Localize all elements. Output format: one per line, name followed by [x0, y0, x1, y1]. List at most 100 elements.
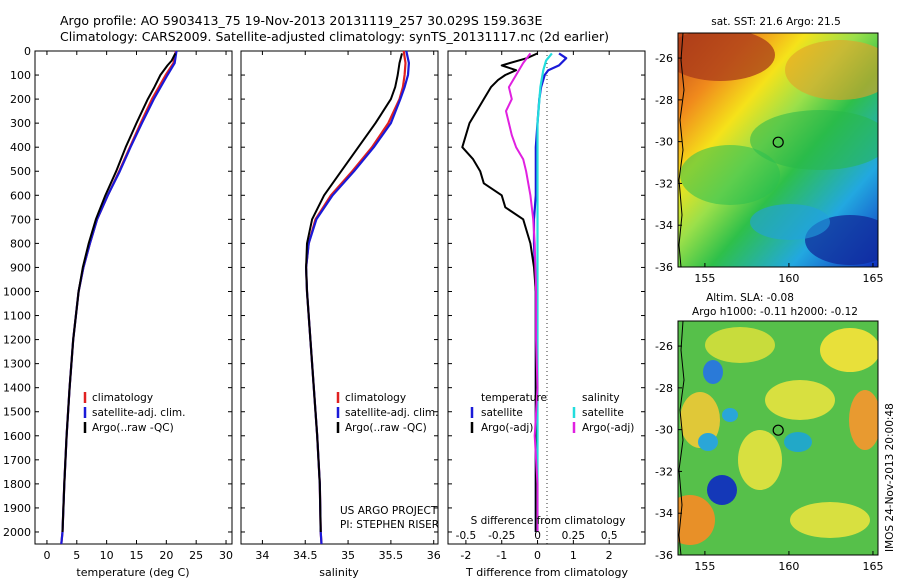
s-difference-scale: -0.5 -0.25 0 0.25 0.5 [456, 530, 618, 542]
legend-label-climatology: climatology [345, 392, 406, 404]
sst-warm-patch [678, 33, 775, 81]
imos-credit: IMOS 24-Nov-2013 20:00:48 [884, 403, 896, 552]
lat-tick-label: -36 [655, 549, 673, 562]
temperature-panel: 0100200300400500600700800900100011001200… [3, 45, 233, 579]
s-difference-label: S difference from climatology [471, 515, 626, 527]
y-tick-label: 1000 [3, 285, 31, 298]
legend-title-salinity: salinity [582, 392, 620, 404]
lon-tick-label: 155 [694, 272, 715, 285]
legend-label-satellite: satellite-adj. clim. [345, 407, 438, 419]
y-tick-label: 0 [24, 45, 31, 58]
series-line-argo-raw-qc [305, 53, 403, 533]
legend-title-temperature: temperature [481, 392, 547, 404]
s-tick-label: 0.25 [562, 530, 585, 542]
y-tick-label: 900 [10, 261, 31, 274]
y-tick-label: 400 [10, 141, 31, 154]
sla-lat-axis: -26 -28 -30 -32 -34 -36 [655, 340, 682, 562]
lon-tick-label: 165 [862, 272, 883, 285]
pi-label: PI: STEPHEN RISER [340, 519, 439, 531]
series-line-s-argo-adj [505, 52, 539, 532]
y-tick-label: 1700 [3, 454, 31, 467]
lat-tick-label: -34 [655, 507, 673, 520]
difference-legend: temperature satellite Argo(-adj) salinit… [470, 392, 634, 434]
header-line-2: Climatology: CARS2009. Satellite-adjuste… [60, 29, 609, 44]
salinity-y-ticks [241, 50, 438, 533]
lon-tick-label: 165 [862, 560, 883, 573]
x-tick-label: 0 [43, 549, 50, 562]
y-tick-label: 100 [10, 69, 31, 82]
y-tick-label: 700 [10, 213, 31, 226]
x-tick-label: 35 [341, 549, 355, 562]
lat-tick-label: -26 [655, 52, 673, 65]
legend-label-argo: Argo(..raw -QC) [92, 422, 174, 434]
y-tick-label: 1300 [3, 358, 31, 371]
sla-low-patch [698, 433, 718, 451]
sst-warm-patch [785, 40, 878, 100]
legend-label-t-satellite: satellite [481, 407, 523, 419]
lon-tick-label: 160 [778, 272, 799, 285]
sst-float-marker [772, 136, 784, 148]
lon-tick-label: 155 [694, 560, 715, 573]
sla-coastline [678, 321, 685, 555]
sla-high-patch [738, 430, 782, 490]
series-line-s-satellite [536, 52, 553, 532]
x-tick-label: 2 [606, 549, 613, 562]
sla-high-patch [849, 390, 878, 450]
legend-label-satellite: satellite-adj. clim. [92, 407, 185, 419]
x-tick-label: 5 [73, 549, 80, 562]
y-tick-label: 200 [10, 93, 31, 106]
sla-lon-axis: 155 160 165 [694, 551, 883, 573]
legend-label-t-argo: Argo(-adj) [481, 422, 533, 434]
sst-map: sat. SST: 21.6 Argo: 21.5 -26 -28 -30 -32 -3… [655, 16, 883, 285]
sla-high-patch [820, 328, 878, 372]
salinity-x-axis: 34 34.5 35 35.5 36 [255, 51, 441, 562]
x-tick-label: 25 [189, 549, 203, 562]
sla-low-patch [707, 475, 737, 505]
x-tick-label: -2 [460, 549, 471, 562]
legend-label-argo: Argo(..raw -QC) [345, 422, 427, 434]
sla-high-patch [705, 327, 775, 363]
y-tick-label: 500 [10, 165, 31, 178]
y-tick-label: 2000 [3, 526, 31, 539]
x-tick-label: 1 [570, 549, 577, 562]
y-tick-label: 1800 [3, 478, 31, 491]
sla-low-patch [703, 360, 723, 384]
sst-map-title: sat. SST: 21.6 Argo: 21.5 [711, 16, 841, 28]
sla-map-title-1: Altim. SLA: -0.08 [706, 292, 794, 304]
salinity-xlabel: salinity [319, 566, 359, 579]
x-tick-label: 10 [100, 549, 114, 562]
x-tick-label: 15 [129, 549, 143, 562]
temperature-series [60, 50, 178, 545]
t-difference-xlabel: T difference from climatology [465, 566, 628, 579]
difference-series [461, 52, 568, 532]
salinity-series [305, 50, 410, 545]
lat-tick-label: -28 [655, 94, 673, 107]
sla-high-patch [790, 502, 870, 538]
y-tick-label: 1100 [3, 310, 31, 323]
lat-tick-label: -32 [655, 465, 673, 478]
y-tick-label: 1600 [3, 430, 31, 443]
x-tick-label: 20 [159, 549, 173, 562]
lon-tick-label: 160 [778, 560, 799, 573]
difference-x-axis: -2 -1 0 1 2 [460, 51, 613, 562]
legend-label-climatology: climatology [92, 392, 153, 404]
lat-tick-label: -34 [655, 219, 673, 232]
sst-green-patch [750, 110, 878, 170]
sla-map: Altim. SLA: -0.08 Argo h1000: -0.11 h200… [655, 292, 896, 573]
y-tick-label: 1900 [3, 502, 31, 515]
sla-high-patch [765, 380, 835, 420]
y-tick-label: 1500 [3, 406, 31, 419]
sst-lon-axis: 155 160 165 [694, 263, 883, 285]
salinity-panel: 34 34.5 35 35.5 36 salinity climatology sate… [240, 50, 441, 579]
sst-cold-patch [750, 204, 830, 240]
lat-tick-label: -30 [655, 424, 673, 437]
lat-tick-label: -30 [655, 136, 673, 149]
lat-tick-label: -36 [655, 261, 673, 274]
series-line-argo-raw-qc [61, 52, 177, 533]
sla-low-patch [722, 408, 738, 422]
difference-y-ticks [448, 50, 645, 533]
lat-tick-label: -26 [655, 340, 673, 353]
legend-label-s-argo: Argo(-adj) [582, 422, 634, 434]
temperature-x-axis: 0 5 10 15 20 25 30 [43, 51, 233, 562]
y-tick-label: 600 [10, 189, 31, 202]
